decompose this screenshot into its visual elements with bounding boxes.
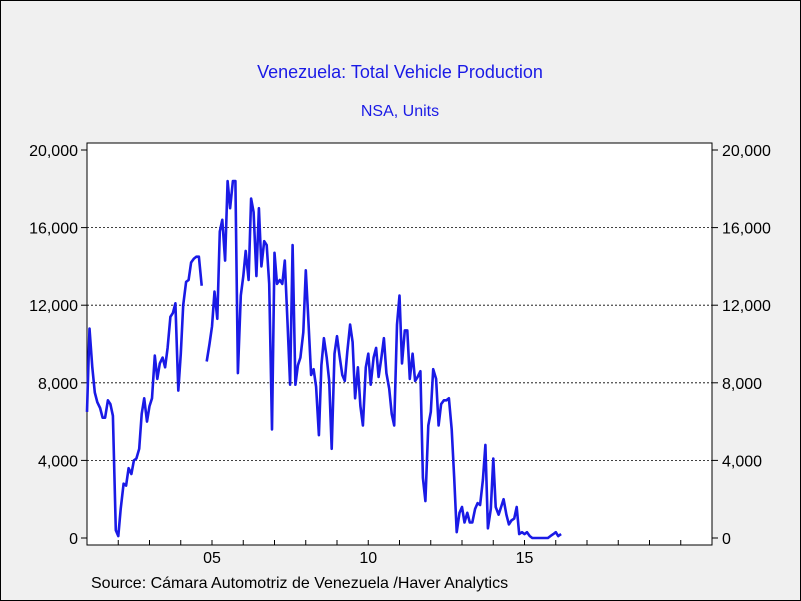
y-tick-label-left: 16,000 — [29, 221, 78, 238]
y-tick-label-right: 8,000 — [722, 376, 762, 393]
source-note: Source: Cámara Automotriz de Venezuela /… — [91, 575, 508, 592]
x-axis-ticks: 05 10 15 — [117, 540, 682, 567]
y-tick-label-left: 8,000 — [38, 376, 78, 393]
chart-subtitle: NSA, Units — [361, 103, 439, 120]
y-tick-label-left: 4,000 — [38, 453, 78, 470]
x-tick-label: 05 — [203, 550, 221, 567]
y-tick-label-right: 20,000 — [722, 143, 771, 160]
series-line — [205, 179, 562, 540]
y-axis-ticks: 0 0 4,000 4,000 8,000 8,000 12,000 12,000 16,000… — [29, 143, 771, 548]
y-tick-label-right: 12,000 — [722, 298, 771, 315]
y-tick-label-left: 0 — [69, 531, 78, 548]
y-tick-label-right: 16,000 — [722, 221, 771, 238]
chart-title: Venezuela: Total Vehicle Production — [257, 62, 543, 82]
plot-area — [86, 142, 713, 546]
y-tick-label-left: 12,000 — [29, 298, 78, 315]
series-line — [85, 255, 203, 538]
y-tick-label-left: 20,000 — [29, 143, 78, 160]
x-tick-label: 10 — [359, 550, 377, 567]
series-layer — [85, 179, 562, 540]
y-tick-label-right: 0 — [722, 531, 731, 548]
y-tick-label-right: 4,000 — [722, 453, 762, 470]
x-tick-label: 15 — [516, 550, 534, 567]
